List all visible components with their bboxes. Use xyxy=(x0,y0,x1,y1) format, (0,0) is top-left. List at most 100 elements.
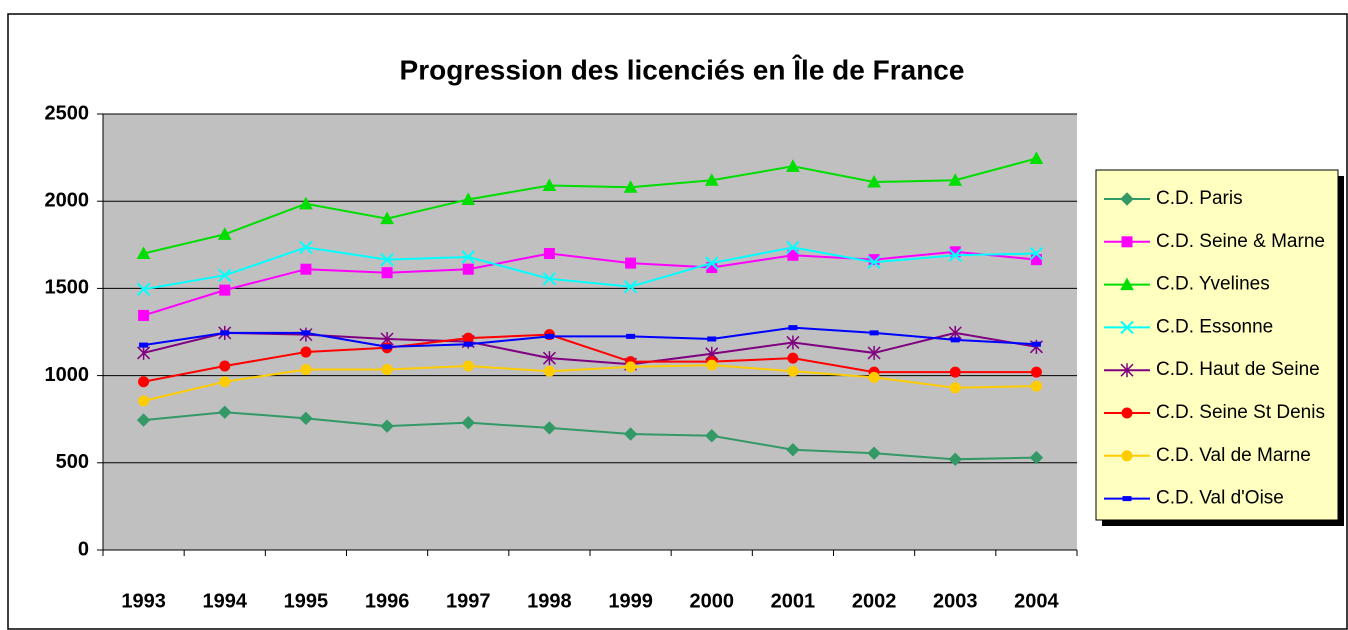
marker xyxy=(1121,407,1133,419)
marker xyxy=(707,336,717,342)
x-tick-label: 2004 xyxy=(1014,590,1059,612)
marker xyxy=(1120,277,1134,291)
marker xyxy=(949,366,961,378)
y-tick-label: 1500 xyxy=(45,277,90,299)
marker xyxy=(868,254,880,266)
marker xyxy=(218,268,232,283)
marker xyxy=(543,365,555,377)
marker xyxy=(786,159,800,172)
marker xyxy=(1120,320,1134,335)
marker xyxy=(1121,236,1133,248)
marker xyxy=(138,395,150,407)
marker xyxy=(1031,341,1041,347)
marker xyxy=(705,256,719,270)
series-line xyxy=(143,326,1037,348)
series-line xyxy=(143,331,1037,366)
marker xyxy=(869,330,879,336)
y-tick-label: 0 xyxy=(78,538,89,560)
marker xyxy=(626,333,636,339)
marker xyxy=(706,359,718,371)
marker xyxy=(786,443,800,457)
y-tick-label: 2500 xyxy=(45,102,90,124)
marker xyxy=(950,337,960,343)
marker xyxy=(949,382,961,394)
marker xyxy=(542,421,557,435)
marker xyxy=(867,345,881,360)
marker xyxy=(787,352,799,364)
marker xyxy=(462,360,474,372)
marker xyxy=(786,335,800,350)
marker xyxy=(219,376,231,388)
marker xyxy=(219,360,231,372)
marker xyxy=(461,250,475,264)
y-tick-label: 1000 xyxy=(45,364,90,386)
marker xyxy=(138,309,150,321)
marker xyxy=(300,363,312,375)
x-tick-label: 1994 xyxy=(203,590,248,612)
chart-title: Progression des licenciés en Île de Fran… xyxy=(400,54,965,85)
marker xyxy=(948,173,963,186)
marker xyxy=(867,174,881,188)
x-tick-label: 1998 xyxy=(527,590,572,612)
marker xyxy=(542,272,557,286)
legend-label: C.D. Seine St Denis xyxy=(1156,402,1325,423)
marker xyxy=(1120,192,1134,206)
legend-label: C.D. Val d'Oise xyxy=(1156,488,1284,509)
marker xyxy=(705,429,719,443)
marker xyxy=(461,415,475,430)
marker xyxy=(948,452,962,467)
marker xyxy=(786,240,800,255)
series-line xyxy=(143,246,1037,291)
marker xyxy=(623,180,638,193)
marker xyxy=(300,263,312,275)
marker xyxy=(787,249,799,261)
marker xyxy=(218,405,232,419)
series-line xyxy=(143,411,1037,461)
legend-label: C.D. Haut de Seine xyxy=(1156,359,1320,380)
marker xyxy=(217,227,232,240)
marker xyxy=(382,344,392,350)
marker xyxy=(1029,151,1044,164)
marker xyxy=(867,446,881,460)
marker xyxy=(1029,246,1044,261)
marker xyxy=(625,257,637,269)
marker xyxy=(299,240,313,255)
marker xyxy=(138,376,150,388)
marker xyxy=(139,342,149,348)
marker xyxy=(1029,450,1044,465)
x-tick-label: 2003 xyxy=(933,590,978,612)
y-tick-label: 2000 xyxy=(45,189,90,211)
marker xyxy=(544,333,554,339)
marker xyxy=(868,371,880,383)
legend xyxy=(1095,169,1339,521)
marker xyxy=(300,346,312,358)
marker xyxy=(380,211,394,225)
legend-label: C.D. Val de Marne xyxy=(1156,445,1311,466)
marker xyxy=(1120,363,1134,378)
marker xyxy=(623,427,638,441)
marker xyxy=(461,192,476,205)
legend-label: C.D. Yvelines xyxy=(1156,274,1270,295)
x-tick-label: 1995 xyxy=(284,590,329,612)
series-line xyxy=(143,364,1037,402)
marker xyxy=(301,330,311,336)
marker xyxy=(542,351,556,366)
marker xyxy=(543,248,555,260)
marker xyxy=(867,255,881,269)
marker xyxy=(948,248,962,262)
marker xyxy=(625,361,637,373)
marker xyxy=(787,365,799,377)
series-line xyxy=(143,157,1037,255)
marker xyxy=(1122,496,1132,502)
marker xyxy=(623,279,638,294)
marker xyxy=(704,173,719,186)
marker xyxy=(380,419,394,433)
marker xyxy=(1121,450,1133,462)
marker xyxy=(220,330,230,336)
marker xyxy=(299,196,313,210)
marker xyxy=(788,325,798,331)
x-tick-label: 1996 xyxy=(365,590,410,612)
marker xyxy=(380,252,394,267)
